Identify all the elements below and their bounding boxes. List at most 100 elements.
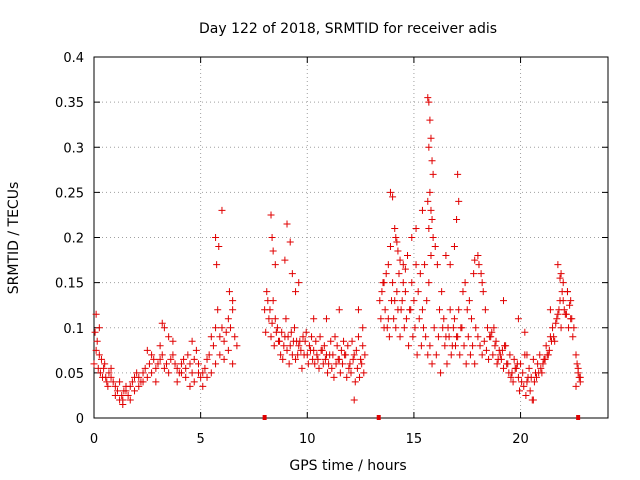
data-point [169, 351, 177, 359]
data-point [428, 360, 436, 368]
data-point [331, 333, 339, 341]
data-point [400, 324, 408, 332]
x-tick-label: 0 [90, 432, 98, 447]
data-point [197, 373, 205, 381]
data-point [385, 333, 393, 341]
data-point [505, 369, 513, 377]
data-point [420, 324, 428, 332]
data-point [574, 364, 582, 372]
data-point [394, 247, 402, 255]
data-point [464, 333, 472, 341]
data-point [445, 333, 453, 341]
data-point [315, 364, 323, 372]
data-point [182, 364, 190, 372]
data-point [271, 261, 279, 269]
data-point [188, 337, 196, 345]
data-point [415, 315, 423, 323]
data-point [160, 324, 168, 332]
data-point [411, 324, 419, 332]
data-point [283, 220, 291, 228]
data-point [425, 279, 433, 287]
data-point [499, 364, 507, 372]
data-point [287, 328, 295, 336]
data-point [446, 261, 454, 269]
data-point [546, 306, 554, 314]
data-point [111, 391, 119, 399]
data-point [167, 355, 175, 363]
data-point [529, 355, 537, 363]
data-point [376, 297, 384, 305]
data-point [429, 170, 437, 178]
data-point [556, 297, 564, 305]
data-point [186, 360, 194, 368]
data-point [173, 378, 181, 386]
data-point [461, 279, 469, 287]
data-point [152, 364, 160, 372]
data-point [418, 206, 426, 214]
data-point [333, 342, 341, 350]
x-axis-label: GPS time / hours [289, 458, 406, 474]
data-point [279, 355, 287, 363]
data-point [523, 351, 531, 359]
y-tick-labels: 0 0.05 0.1 0.15 0.2 0.25 0.3 0.35 0.4 [55, 51, 84, 427]
data-point [413, 351, 421, 359]
data-point [398, 297, 406, 305]
data-point [421, 261, 429, 269]
data-point [566, 301, 574, 309]
data-point [102, 373, 110, 381]
data-point [377, 315, 385, 323]
data-point [488, 328, 496, 336]
data-point [212, 324, 220, 332]
data-point [226, 324, 234, 332]
data-point [338, 360, 346, 368]
data-point [537, 364, 545, 372]
data-point [103, 378, 111, 386]
data-point [401, 288, 409, 296]
data-point [233, 342, 241, 350]
data-point [337, 346, 345, 354]
data-point [423, 297, 431, 305]
data-point [298, 364, 306, 372]
data-point [317, 346, 325, 354]
data-point [553, 315, 561, 323]
data-point [148, 351, 156, 359]
data-point [470, 270, 478, 278]
data-point [220, 355, 228, 363]
data-point [207, 333, 215, 341]
data-point [478, 351, 486, 359]
data-point [429, 234, 437, 241]
data-point [414, 288, 422, 296]
data-point [455, 197, 463, 205]
data-point [465, 297, 473, 305]
data-point [545, 346, 553, 354]
data-point [335, 306, 343, 314]
data-point [378, 288, 386, 296]
data-point [158, 351, 166, 359]
data-point [477, 270, 485, 278]
data-point [489, 351, 497, 359]
data-point [432, 351, 440, 359]
data-point [493, 360, 501, 368]
data-point [455, 306, 463, 314]
data-point [552, 319, 560, 327]
data-point [437, 369, 445, 377]
data-point [443, 360, 451, 368]
data-point [334, 355, 342, 363]
data-point [382, 270, 390, 278]
data-point [409, 333, 417, 341]
data-point [95, 324, 103, 332]
data-point [152, 378, 160, 386]
data-point [521, 328, 529, 336]
data-point [392, 324, 400, 332]
data-point [554, 310, 562, 318]
data-point [148, 369, 156, 377]
data-point [354, 333, 362, 341]
data-point [396, 256, 404, 264]
data-point [224, 315, 232, 323]
data-point [408, 234, 416, 241]
data-point [506, 351, 514, 359]
y-tick-label: 0.1 [63, 322, 84, 337]
data-point [392, 234, 400, 241]
data-point [379, 279, 387, 287]
data-point [107, 364, 115, 372]
